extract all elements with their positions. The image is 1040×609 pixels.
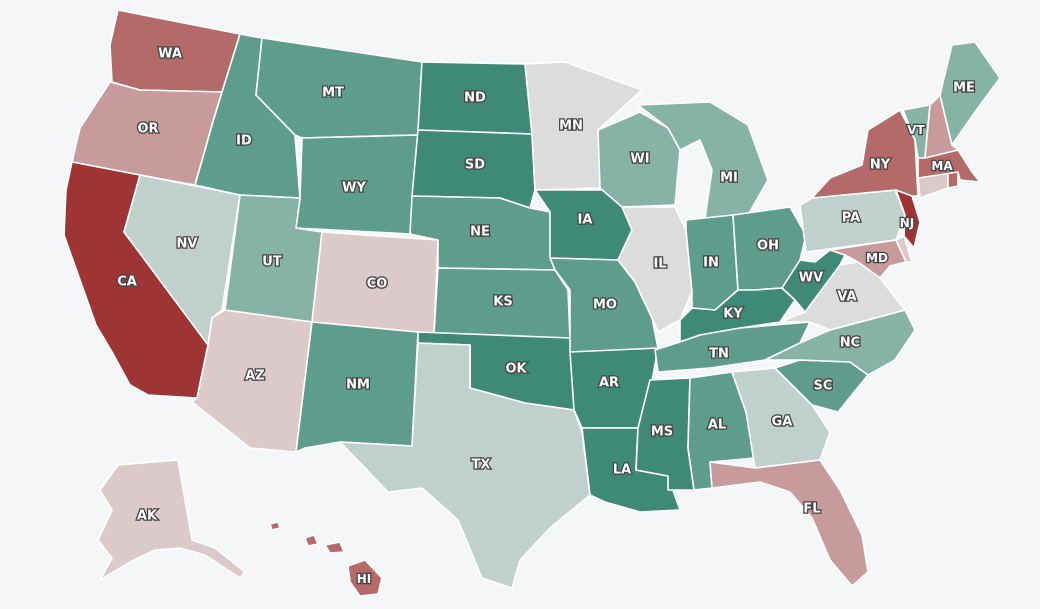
state-label-wa: WA — [158, 47, 182, 62]
state-ma[interactable]: MA — [917, 149, 981, 183]
state-ar[interactable]: AR — [569, 347, 659, 429]
state-label-nd: ND — [464, 91, 486, 106]
state-label-mo: MO — [593, 298, 617, 313]
state-label-ar: AR — [599, 376, 619, 391]
state-label-ga: GA — [772, 415, 793, 430]
state-label-sd: SD — [465, 158, 485, 173]
state-label-nm: NM — [346, 378, 370, 393]
state-ny[interactable]: NY — [811, 109, 919, 199]
state-wa[interactable]: WA — [109, 9, 241, 93]
state-label-pa: PA — [842, 211, 860, 226]
state-label-ok: OK — [505, 362, 527, 377]
state-label-wi: WI — [630, 152, 649, 167]
state-nd[interactable]: ND — [417, 61, 533, 135]
state-label-tx: TX — [472, 458, 491, 473]
state-nh[interactable] — [924, 94, 959, 159]
state-label-va: VA — [837, 290, 856, 305]
state-label-ak: AK — [137, 509, 158, 524]
state-ks[interactable]: KS — [433, 267, 571, 339]
state-label-co: CO — [367, 277, 388, 292]
state-label-ca: CA — [117, 275, 137, 290]
state-label-ma: MA — [931, 159, 953, 173]
state-label-tn: TN — [709, 347, 729, 362]
state-label-wv: WV — [799, 271, 823, 286]
state-ri[interactable] — [947, 171, 959, 189]
state-oh[interactable]: OH — [732, 206, 807, 291]
state-vt[interactable]: VT — [902, 104, 931, 159]
state-label-nc: NC — [840, 336, 860, 351]
state-label-md: MD — [866, 251, 888, 265]
state-tx[interactable]: TX — [339, 342, 591, 589]
state-label-or: OR — [137, 122, 158, 137]
state-label-la: LA — [613, 463, 631, 478]
state-label-az: AZ — [245, 369, 265, 384]
state-de[interactable] — [895, 235, 913, 263]
state-in[interactable]: IN — [685, 214, 739, 311]
state-wv[interactable]: WV — [781, 249, 846, 313]
state-label-vt: VT — [907, 123, 925, 137]
state-label-oh: OH — [757, 239, 779, 254]
state-ky[interactable]: KY — [679, 287, 796, 343]
state-label-ia: IA — [578, 213, 593, 228]
state-wy[interactable]: WY — [295, 134, 419, 235]
state-label-ne: NE — [470, 225, 490, 240]
state-label-ny: NY — [870, 158, 891, 173]
state-ms[interactable]: MS — [635, 377, 695, 491]
state-label-ms: MS — [651, 425, 673, 440]
state-sc[interactable]: SC — [774, 359, 869, 413]
state-ga[interactable]: GA — [731, 367, 831, 469]
state-hi[interactable]: HI — [269, 521, 383, 597]
state-label-me: ME — [953, 81, 975, 96]
state-wi[interactable]: WI — [597, 111, 681, 208]
state-tn[interactable]: TN — [654, 321, 811, 373]
state-label-in: IN — [703, 256, 719, 271]
state-label-nj: NJ — [900, 216, 915, 230]
state-ak[interactable]: AK — [97, 459, 246, 581]
state-az[interactable]: AZ — [191, 309, 313, 453]
state-label-hi: HI — [357, 572, 372, 586]
state-nj[interactable]: NJ — [895, 189, 921, 249]
state-il[interactable]: IL — [617, 206, 693, 333]
state-fl[interactable]: FL — [709, 459, 869, 587]
state-label-ky: KY — [723, 307, 743, 322]
state-nc[interactable]: NC — [764, 309, 916, 376]
state-co[interactable]: CO — [311, 231, 439, 335]
state-nm[interactable]: NM — [295, 321, 419, 453]
state-ca[interactable]: CA — [63, 161, 209, 399]
state-label-mt: MT — [322, 86, 344, 101]
state-label-id: ID — [236, 134, 252, 149]
state-pa[interactable]: PA — [799, 189, 906, 253]
state-label-sc: SC — [814, 379, 833, 394]
state-label-ks: KS — [493, 295, 512, 310]
state-label-fl: FL — [803, 502, 820, 517]
state-label-mn: MN — [559, 119, 583, 134]
state-label-il: IL — [653, 257, 666, 272]
state-label-nv: NV — [177, 237, 198, 252]
state-label-al: AL — [708, 418, 726, 433]
state-me[interactable]: ME — [939, 41, 1001, 146]
state-label-mi: MI — [720, 171, 738, 186]
state-label-ut: UT — [262, 255, 282, 270]
state-label-wy: WY — [342, 181, 366, 196]
state-mn[interactable]: MN — [524, 61, 643, 191]
